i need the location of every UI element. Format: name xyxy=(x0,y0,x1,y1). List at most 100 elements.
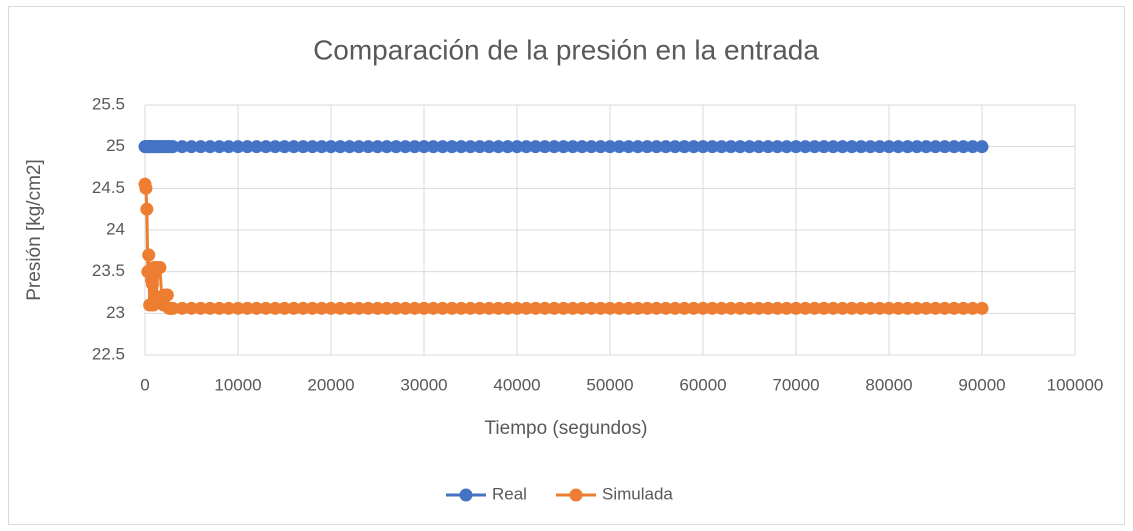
chart-border xyxy=(8,6,1125,525)
marker xyxy=(975,301,989,315)
marker xyxy=(538,140,552,154)
marker xyxy=(956,301,970,315)
x-tick-label: 20000 xyxy=(307,375,354,394)
marker xyxy=(677,301,691,315)
marker xyxy=(538,301,552,315)
marker xyxy=(910,301,924,315)
marker xyxy=(454,301,468,315)
x-axis-title: Tiempo (segundos) xyxy=(485,418,648,439)
marker xyxy=(594,140,608,154)
marker xyxy=(231,301,245,315)
marker xyxy=(529,140,543,154)
marker xyxy=(140,202,154,216)
marker xyxy=(352,301,366,315)
marker xyxy=(371,301,384,315)
marker xyxy=(566,301,580,315)
marker xyxy=(166,301,180,315)
marker xyxy=(808,301,822,315)
marker xyxy=(343,301,357,315)
marker xyxy=(798,301,812,315)
marker xyxy=(482,140,496,154)
marker xyxy=(947,301,961,315)
marker xyxy=(352,140,366,154)
marker xyxy=(491,301,505,315)
marker xyxy=(696,301,710,315)
marker xyxy=(473,301,487,315)
marker xyxy=(324,301,338,315)
marker xyxy=(175,140,189,154)
marker xyxy=(142,248,156,262)
x-tick-label: 0 xyxy=(140,375,149,394)
marker xyxy=(650,140,663,154)
marker xyxy=(612,301,626,315)
marker xyxy=(426,301,440,315)
marker xyxy=(891,140,905,154)
y-tick-label: 23 xyxy=(106,303,125,322)
marker xyxy=(278,140,291,154)
x-tick-label: 10000 xyxy=(214,375,261,394)
marker xyxy=(185,301,198,315)
marker xyxy=(631,301,645,315)
marker xyxy=(510,301,524,315)
marker xyxy=(836,140,849,154)
y-axis-title: Presión [kg/cm2] xyxy=(24,159,45,301)
marker xyxy=(780,140,794,154)
marker xyxy=(808,140,822,154)
marker xyxy=(305,140,319,154)
marker xyxy=(817,301,831,315)
marker xyxy=(882,140,896,154)
x-tick-label: 70000 xyxy=(772,375,819,394)
marker xyxy=(854,301,868,315)
marker xyxy=(882,301,896,315)
marker xyxy=(547,301,561,315)
marker xyxy=(566,140,580,154)
marker xyxy=(203,301,217,315)
x-tick-label: 80000 xyxy=(865,375,912,394)
marker xyxy=(240,301,254,315)
marker xyxy=(343,140,357,154)
marker xyxy=(426,140,440,154)
y-tick-label: 23.5 xyxy=(92,261,125,280)
marker xyxy=(160,288,174,302)
marker xyxy=(361,301,375,315)
marker xyxy=(501,140,515,154)
marker xyxy=(733,301,747,315)
marker xyxy=(139,181,153,195)
legend-label: Simulada xyxy=(602,484,673,503)
marker xyxy=(417,140,431,154)
marker xyxy=(519,140,533,154)
marker xyxy=(398,140,412,154)
marker xyxy=(296,301,310,315)
marker xyxy=(222,301,236,315)
marker xyxy=(445,140,459,154)
marker xyxy=(975,140,989,154)
marker xyxy=(250,301,264,315)
marker xyxy=(389,301,403,315)
marker xyxy=(380,301,394,315)
marker xyxy=(612,140,626,154)
marker xyxy=(315,301,329,315)
marker xyxy=(408,140,422,154)
marker xyxy=(789,301,803,315)
series xyxy=(138,140,989,154)
marker xyxy=(203,140,217,154)
marker xyxy=(873,301,887,315)
marker xyxy=(863,140,877,154)
marker xyxy=(668,140,682,154)
marker xyxy=(250,140,264,154)
legend-marker xyxy=(569,488,583,502)
marker xyxy=(826,301,840,315)
marker xyxy=(287,301,301,315)
marker xyxy=(296,140,310,154)
marker xyxy=(408,301,422,315)
marker xyxy=(668,301,682,315)
marker xyxy=(752,301,766,315)
marker xyxy=(910,140,924,154)
y-tick-label: 24.5 xyxy=(92,178,125,197)
marker xyxy=(436,140,450,154)
marker xyxy=(938,140,952,154)
marker xyxy=(640,140,654,154)
marker xyxy=(259,301,273,315)
marker xyxy=(715,140,729,154)
marker xyxy=(780,301,794,315)
